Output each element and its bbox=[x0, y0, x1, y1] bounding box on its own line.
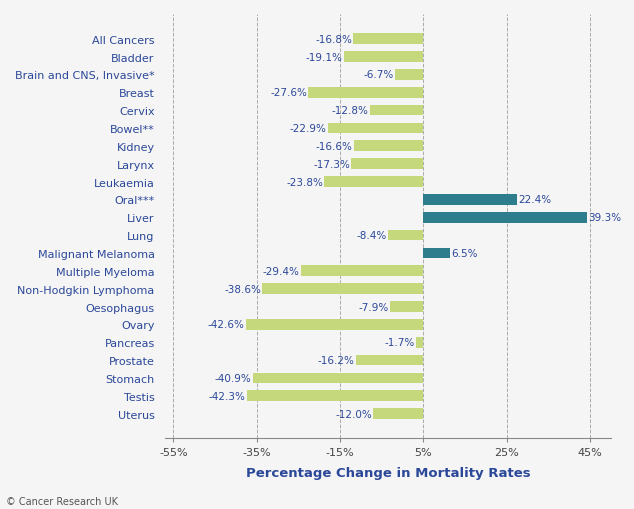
Bar bbox=[301, 266, 424, 276]
Text: -17.3%: -17.3% bbox=[313, 159, 350, 169]
Text: -40.9%: -40.9% bbox=[215, 373, 252, 383]
Bar bbox=[308, 88, 424, 98]
Text: 39.3%: 39.3% bbox=[588, 213, 621, 223]
Bar bbox=[388, 230, 424, 241]
Text: 6.5%: 6.5% bbox=[451, 248, 478, 259]
Text: -19.1%: -19.1% bbox=[306, 52, 342, 63]
Bar bbox=[324, 177, 424, 187]
Bar bbox=[253, 373, 424, 384]
Bar bbox=[247, 391, 424, 402]
Bar bbox=[246, 320, 424, 330]
Bar bbox=[391, 302, 424, 313]
Bar bbox=[262, 284, 424, 295]
Bar bbox=[344, 52, 424, 63]
Text: -12.8%: -12.8% bbox=[332, 106, 369, 116]
Bar bbox=[356, 355, 424, 366]
Text: -16.8%: -16.8% bbox=[315, 35, 352, 45]
Text: -7.9%: -7.9% bbox=[359, 302, 389, 312]
Bar bbox=[416, 337, 424, 348]
Text: -29.4%: -29.4% bbox=[262, 266, 299, 276]
Text: -38.6%: -38.6% bbox=[224, 284, 261, 294]
Text: © Cancer Research UK: © Cancer Research UK bbox=[6, 496, 119, 506]
Bar bbox=[354, 141, 424, 152]
Text: -16.2%: -16.2% bbox=[318, 355, 354, 365]
Bar bbox=[373, 409, 424, 419]
Text: -23.8%: -23.8% bbox=[286, 177, 323, 187]
Text: -12.0%: -12.0% bbox=[335, 409, 372, 419]
Text: 22.4%: 22.4% bbox=[518, 195, 551, 205]
Text: -42.6%: -42.6% bbox=[208, 320, 245, 330]
X-axis label: Percentage Change in Mortality Rates: Percentage Change in Mortality Rates bbox=[245, 466, 530, 479]
Text: -1.7%: -1.7% bbox=[385, 337, 415, 348]
Bar bbox=[328, 123, 424, 134]
Bar bbox=[424, 248, 450, 259]
Bar bbox=[424, 194, 517, 205]
Bar bbox=[351, 159, 424, 169]
Bar bbox=[396, 70, 424, 80]
Text: -6.7%: -6.7% bbox=[364, 70, 394, 80]
Text: -8.4%: -8.4% bbox=[357, 231, 387, 241]
Text: -16.6%: -16.6% bbox=[316, 142, 353, 152]
Text: -22.9%: -22.9% bbox=[290, 124, 327, 134]
Text: -27.6%: -27.6% bbox=[270, 88, 307, 98]
Bar bbox=[370, 105, 424, 116]
Text: -42.3%: -42.3% bbox=[209, 391, 246, 401]
Bar bbox=[353, 34, 424, 45]
Bar bbox=[424, 212, 587, 223]
